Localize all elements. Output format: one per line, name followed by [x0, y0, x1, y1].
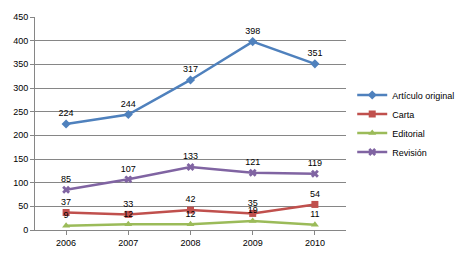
- svg-text:350: 350: [13, 59, 28, 69]
- svg-text:450: 450: [13, 12, 28, 22]
- svg-text:121: 121: [245, 157, 260, 167]
- svg-text:12: 12: [185, 209, 195, 219]
- svg-text:351: 351: [307, 48, 322, 58]
- svg-text:54: 54: [310, 189, 320, 199]
- svg-text:400: 400: [13, 36, 28, 46]
- svg-text:133: 133: [183, 151, 198, 161]
- svg-text:35: 35: [248, 198, 258, 208]
- svg-text:119: 119: [308, 158, 322, 168]
- svg-text:85: 85: [61, 174, 71, 184]
- svg-text:33: 33: [123, 199, 133, 209]
- svg-text:50: 50: [18, 201, 28, 211]
- svg-text:2006: 2006: [56, 238, 76, 248]
- svg-text:2008: 2008: [180, 238, 200, 248]
- svg-text:Revisión: Revisión: [392, 148, 427, 158]
- svg-text:9: 9: [64, 210, 69, 220]
- svg-text:244: 244: [121, 99, 136, 109]
- svg-text:19: 19: [248, 205, 258, 215]
- svg-text:250: 250: [13, 107, 28, 117]
- svg-text:2010: 2010: [305, 238, 325, 248]
- svg-text:398: 398: [245, 26, 260, 36]
- svg-text:107: 107: [121, 164, 136, 174]
- svg-text:100: 100: [13, 178, 28, 188]
- svg-text:Carta: Carta: [392, 110, 414, 120]
- svg-text:Editorial: Editorial: [392, 129, 425, 139]
- svg-text:224: 224: [59, 108, 74, 118]
- svg-text:150: 150: [13, 154, 28, 164]
- svg-text:37: 37: [61, 197, 71, 207]
- svg-text:317: 317: [183, 64, 198, 74]
- svg-text:11: 11: [310, 209, 319, 219]
- svg-text:Artículo original: Artículo original: [392, 91, 454, 101]
- svg-text:2009: 2009: [243, 238, 263, 248]
- svg-text:2007: 2007: [118, 238, 138, 248]
- svg-text:0: 0: [23, 225, 28, 235]
- svg-text:12: 12: [123, 209, 133, 219]
- svg-text:300: 300: [13, 83, 28, 93]
- svg-text:200: 200: [13, 130, 28, 140]
- svg-text:42: 42: [185, 194, 195, 204]
